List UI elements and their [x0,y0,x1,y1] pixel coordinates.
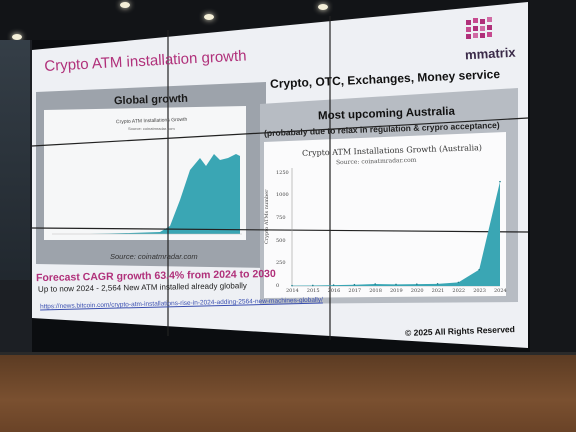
window [0,40,30,280]
australia-data-point [312,284,314,287]
australia-x-tick-label: 2015 [306,288,320,294]
bezel-horizontal [31,227,529,233]
australia-area-series [292,181,500,286]
global-area-series [52,154,240,234]
australia-data-point [499,180,501,183]
australia-chart [291,168,501,287]
video-wall [30,0,530,350]
australia-data-point [457,281,460,284]
australia-y-tick-label: 0 [276,283,280,289]
australia-y-tick-label: 250 [276,260,286,267]
ceiling-light [318,4,328,10]
brand-name: mmatrix [464,44,516,63]
right-wall [530,0,576,360]
bezel-horizontal [31,117,529,147]
australia-x-tick-label: 2017 [348,288,362,294]
australia-y-tick-label: 1250 [276,169,289,176]
australia-x-tick-label: 2014 [286,288,299,294]
mmatrix-logo-icon [466,17,492,39]
australia-data-point [416,283,418,285]
wooden-floor [0,352,576,432]
australia-x-tick-label: 2016 [327,288,341,294]
australia-data-point [374,283,377,285]
australia-data-point [436,283,439,285]
australia-y-axis-label: Crypto ATMs number [264,189,270,244]
australia-x-tick-label: 2024 [494,288,507,294]
right-chart-box [264,132,506,298]
ceiling-light [12,34,22,40]
australia-x-tick-label: 2022 [452,288,466,294]
australia-x-tick-label: 2018 [369,288,382,294]
australia-x-tick-label: 2020 [410,288,424,294]
australia-y-tick-label: 500 [276,237,286,244]
global-source-caption: Source: coinatmradar.com [110,252,198,261]
australia-data-point [332,284,335,286]
australia-data-point [395,283,397,286]
australia-x-tick-label: 2021 [431,288,445,294]
screen-backdrop [31,2,529,348]
australia-y-tick-label: 750 [276,214,286,221]
australia-data-point [478,268,481,271]
australia-y-tick-label: 1000 [276,192,289,199]
australia-x-tick-label: 2023 [473,288,486,294]
australia-data-point [291,284,293,287]
global-chart-source: Source: coinatmradar.com [128,126,175,131]
ceiling-light [120,2,130,8]
ceiling-light [204,14,214,20]
floor-edge [0,352,576,355]
left-heading: Global growth [113,92,189,108]
australia-x-tick-label: 2019 [390,288,403,294]
australia-data-point [353,283,356,286]
